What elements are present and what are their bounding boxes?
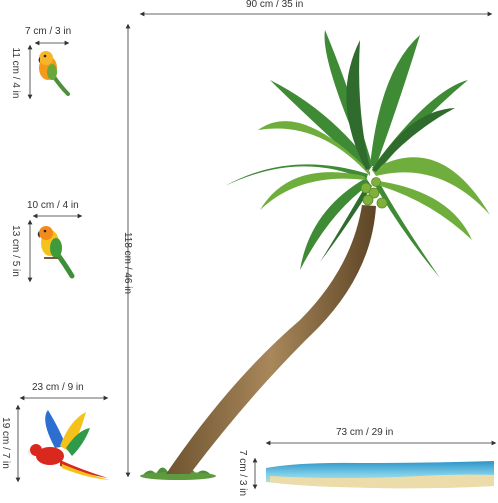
bird1-height-label: 11 cm / 4 in	[10, 47, 21, 99]
bird2-width-label: 10 cm / 4 in	[27, 200, 79, 211]
bird1-width-label: 7 cm / 3 in	[25, 26, 72, 37]
bird2-height-label: 13 cm / 5 in	[10, 225, 21, 277]
tree-width-label: 90 cm / 35 in	[246, 0, 304, 10]
beach-width-label: 73 cm / 29 in	[336, 427, 394, 438]
flying-macaw	[27, 410, 110, 480]
macaw-width-label: 23 cm / 9 in	[32, 382, 84, 393]
macaw-height-label: 19 cm / 7 in	[0, 417, 11, 469]
beach-decal	[266, 461, 494, 489]
beach-height-label: 7 cm / 3 in	[237, 449, 248, 497]
tree-height-label: 118 cm / 46 in	[122, 231, 133, 295]
conure-bird-2	[37, 226, 75, 279]
sun-conure-bird-1	[38, 51, 70, 96]
palm-tree	[140, 30, 490, 480]
